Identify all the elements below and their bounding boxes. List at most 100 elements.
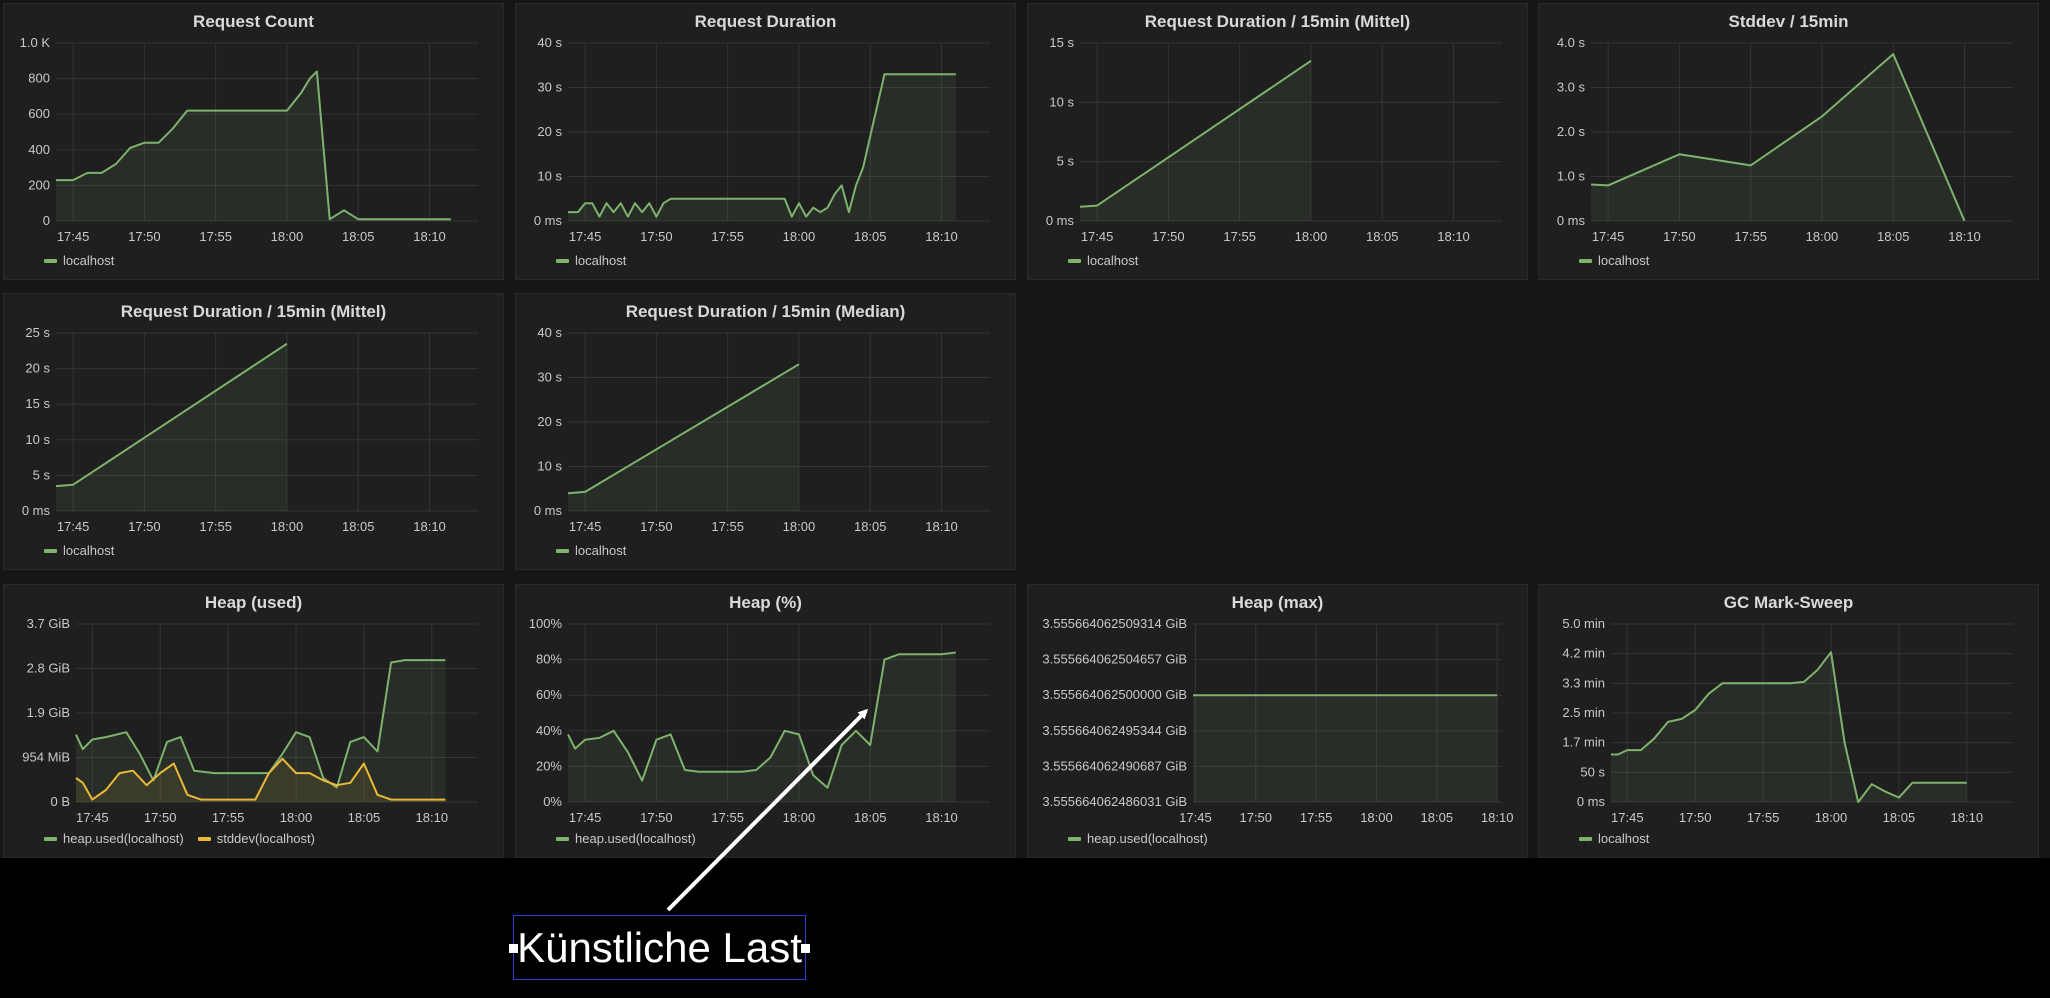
series-line[interactable] xyxy=(1611,651,1967,803)
y-tick-label: 10 s xyxy=(537,459,562,474)
x-tick-label: 17:50 xyxy=(1663,229,1696,244)
y-tick-label: 30 s xyxy=(537,80,562,95)
legend-item[interactable]: localhost xyxy=(44,543,114,558)
panel[interactable]: Stddev / 15min 0 ms 1.0 s 2.0 s 3.0 s 4.0 s 17… xyxy=(1538,3,2039,280)
y-tick-label: 0 ms xyxy=(1046,213,1075,228)
x-tick-label: 18:05 xyxy=(1366,229,1399,244)
x-tick-label: 18:10 xyxy=(416,810,449,825)
x-tick-label: 18:00 xyxy=(271,519,304,534)
y-tick-label: 50 s xyxy=(1580,764,1605,779)
x-tick-label: 18:00 xyxy=(1295,229,1328,244)
x-tick-label: 17:45 xyxy=(569,810,602,825)
chart: 3.555664062486031 GiB 3.555664062490687 G… xyxy=(1042,616,1513,825)
resize-handle-right[interactable] xyxy=(801,944,810,953)
y-tick-label: 3.555664062490687 GiB xyxy=(1042,758,1187,773)
series-line[interactable] xyxy=(56,70,451,221)
y-tick-label: 15 s xyxy=(25,396,50,411)
legend: localhost xyxy=(1579,831,1649,846)
legend-item[interactable]: heap.used(localhost) xyxy=(1068,831,1208,846)
legend-item[interactable]: stddev(localhost) xyxy=(197,831,315,846)
y-tick-label: 3.555664062504657 GiB xyxy=(1042,652,1187,667)
legend-item[interactable]: heap.used(localhost) xyxy=(44,831,184,846)
panel[interactable]: Heap (used) 0 B 954 MiB 1.9 GiB 2.8 GiB 3.7 G… xyxy=(3,584,504,858)
x-tick-label: 18:10 xyxy=(413,519,446,534)
y-tick-label: 40% xyxy=(536,723,562,738)
panel-title[interactable]: Request Duration / 15min (Mittel) xyxy=(1144,12,1411,31)
chart: 0 ms 50 s 1.7 min 2.5 min 3.3 min 4.2 min 5.0 … xyxy=(1562,616,2013,825)
series-line[interactable] xyxy=(567,363,800,495)
x-tick-label: 17:50 xyxy=(640,519,673,534)
y-tick-label: 40 s xyxy=(537,325,562,340)
panel[interactable]: Heap (%) 0% 20% 40% 60% 80% 100% 17:45 17:50 17:5… xyxy=(515,584,1016,858)
series-line[interactable] xyxy=(1590,53,1966,222)
panel[interactable]: Request Duration / 15min (Mittel) 0 ms 5 s… xyxy=(1027,3,1528,280)
panel[interactable]: Request Count 0 200 400 600 800 1.0 K 17:45 17:5… xyxy=(3,3,504,280)
legend-swatch-icon xyxy=(44,836,57,841)
x-tick-label: 17:45 xyxy=(76,810,109,825)
legend: localhost xyxy=(1068,253,1138,268)
series-line[interactable] xyxy=(75,757,446,801)
y-tick-label: 30 s xyxy=(537,370,562,385)
x-tick-label: 17:45 xyxy=(1179,810,1212,825)
series-line[interactable] xyxy=(55,342,288,488)
y-tick-label: 0 ms xyxy=(534,503,563,518)
y-tick-label: 3.555664062486031 GiB xyxy=(1042,794,1187,809)
panel[interactable]: Request Duration / 15min (Mittel) 0 ms 5 s… xyxy=(3,293,504,570)
x-tick-label: 18:10 xyxy=(413,229,446,244)
panel-title[interactable]: Heap (%) xyxy=(729,593,802,612)
legend-swatch-icon xyxy=(44,548,57,553)
x-tick-label: 18:00 xyxy=(280,810,313,825)
y-tick-label: 0 ms xyxy=(1557,213,1586,228)
x-tick-label: 18:05 xyxy=(854,519,887,534)
legend-swatch-icon xyxy=(1579,836,1592,841)
series-area xyxy=(1591,54,1965,221)
y-tick-label: 2.0 s xyxy=(1557,124,1586,139)
legend: localhost xyxy=(44,253,114,268)
series-line[interactable] xyxy=(568,73,956,218)
panel-title[interactable]: Stddev / 15min xyxy=(1728,12,1849,31)
panel-title[interactable]: GC Mark-Sweep xyxy=(1723,593,1854,612)
x-tick-label: 17:55 xyxy=(711,229,744,244)
y-tick-label: 200 xyxy=(28,177,50,192)
legend-item[interactable]: localhost xyxy=(1579,253,1649,268)
panel-title[interactable]: Request Duration / 15min (Mittel) xyxy=(120,302,387,321)
legend-swatch-icon xyxy=(1068,836,1081,841)
legend-item[interactable]: localhost xyxy=(1579,831,1649,846)
legend-item[interactable]: localhost xyxy=(44,253,114,268)
resize-handle-left[interactable] xyxy=(509,944,518,953)
panel[interactable]: GC Mark-Sweep 0 ms 50 s 1.7 min 2.5 min 3.3 m… xyxy=(1538,584,2039,858)
series-area xyxy=(568,364,799,511)
panel[interactable]: Request Duration 0 ms 10 s 20 s 30 s 40 s 17:4… xyxy=(515,3,1016,280)
series-line[interactable] xyxy=(1079,59,1312,208)
panel-title[interactable]: Request Count xyxy=(193,12,314,31)
x-tick-label: 17:45 xyxy=(569,229,602,244)
chart: 0% 20% 40% 60% 80% 100% 17:45 17:50 17:55 18:00 18… xyxy=(529,616,990,825)
y-tick-label: 10 s xyxy=(537,169,562,184)
panel[interactable]: Heap (max) 3.555664062486031 GiB 3.5556640… xyxy=(1027,584,1528,858)
legend-item[interactable]: heap.used(localhost) xyxy=(556,831,696,846)
x-tick-label: 18:05 xyxy=(342,229,375,244)
panel-title[interactable]: Heap (max) xyxy=(1231,593,1324,612)
chart: 0 ms 5 s 10 s 15 s 20 s 25 s 17:45 17:50 17:55 18… xyxy=(22,325,478,534)
panel-title[interactable]: Request Duration xyxy=(694,12,837,31)
y-tick-label: 25 s xyxy=(25,325,50,340)
y-tick-label: 2.5 min xyxy=(1562,705,1605,720)
legend-label: heap.used(localhost) xyxy=(63,831,184,846)
series-line[interactable] xyxy=(75,659,446,789)
annotation-label: Künstliche Last xyxy=(517,924,802,971)
legend: localhost xyxy=(1579,253,1649,268)
legend-swatch-icon xyxy=(44,258,57,263)
panel[interactable]: Request Duration / 15min (Median) 0 ms 10 … xyxy=(515,293,1016,570)
x-tick-label: 17:45 xyxy=(1081,229,1114,244)
y-tick-label: 20% xyxy=(536,758,562,773)
y-tick-label: 0 B xyxy=(50,794,70,809)
legend-item[interactable]: localhost xyxy=(556,543,626,558)
panel-title[interactable]: Heap (used) xyxy=(204,593,303,612)
legend-item[interactable]: localhost xyxy=(1068,253,1138,268)
y-tick-label: 4.2 min xyxy=(1562,646,1605,661)
legend-item[interactable]: localhost xyxy=(556,253,626,268)
x-tick-label: 17:55 xyxy=(711,519,744,534)
y-tick-label: 3.0 s xyxy=(1557,80,1586,95)
x-tick-label: 18:10 xyxy=(1951,810,1984,825)
panel-title[interactable]: Request Duration / 15min (Median) xyxy=(625,302,906,321)
